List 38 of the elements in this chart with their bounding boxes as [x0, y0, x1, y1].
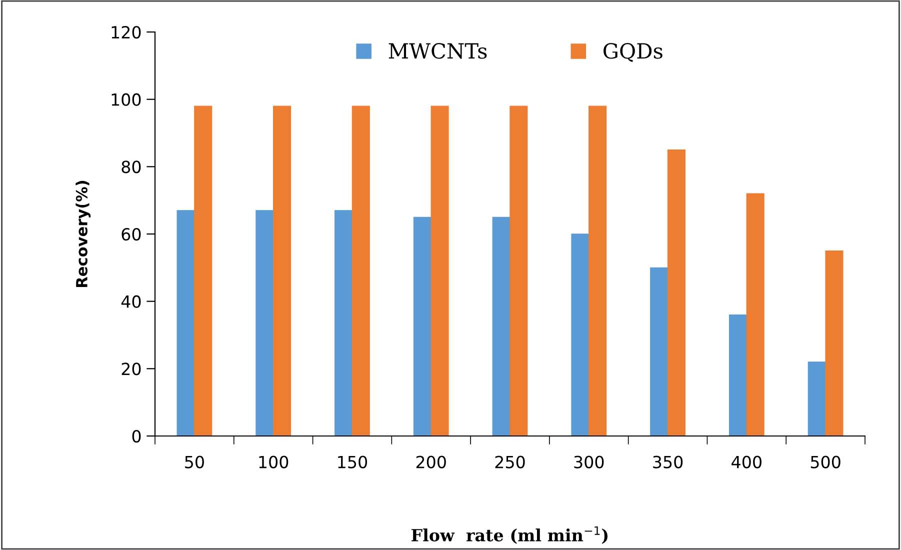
bar — [430, 106, 449, 436]
x-tick-label: 50 — [185, 456, 204, 468]
y-tick-label: 120 — [112, 26, 141, 39]
x-axis-title: Flow rate (ml min$^{−1}$) — [412, 526, 608, 544]
x-tick-label: 350 — [653, 456, 683, 468]
bar — [176, 210, 195, 436]
bar — [510, 106, 528, 436]
y-tick-label: 100 — [112, 93, 141, 106]
bar — [352, 106, 370, 436]
y-tick-label: 80 — [122, 160, 141, 174]
bar — [492, 216, 510, 436]
y-tick-label: 40 — [121, 295, 141, 308]
y-tick-label: 20 — [122, 362, 141, 376]
x-tick-label: 150 — [338, 456, 368, 468]
bar — [808, 362, 826, 436]
x-tick-label: 500 — [810, 456, 840, 468]
x-tick-label: 200 — [416, 456, 446, 468]
y-tick-label: 60 — [122, 228, 141, 241]
x-tick-label: 250 — [495, 456, 525, 468]
x-tick-label: 300 — [574, 456, 604, 468]
legend-label: GQDs — [604, 43, 662, 62]
bar — [650, 267, 668, 436]
bar — [588, 106, 607, 436]
bar — [825, 250, 844, 436]
bar — [334, 210, 353, 436]
y-axis-title: Recovery(%) — [76, 180, 91, 287]
x-tick-label: 400 — [732, 456, 762, 468]
y-tick-label: 0 — [132, 430, 141, 443]
x-tick-label: 100 — [259, 456, 288, 468]
legend-label: MWCNTs — [388, 43, 487, 59]
bar — [194, 106, 212, 436]
bar — [667, 149, 686, 436]
bar — [272, 106, 292, 436]
bar — [728, 314, 748, 436]
bar — [746, 193, 764, 436]
bar — [571, 234, 590, 436]
bar — [256, 210, 274, 436]
bar — [413, 216, 432, 436]
